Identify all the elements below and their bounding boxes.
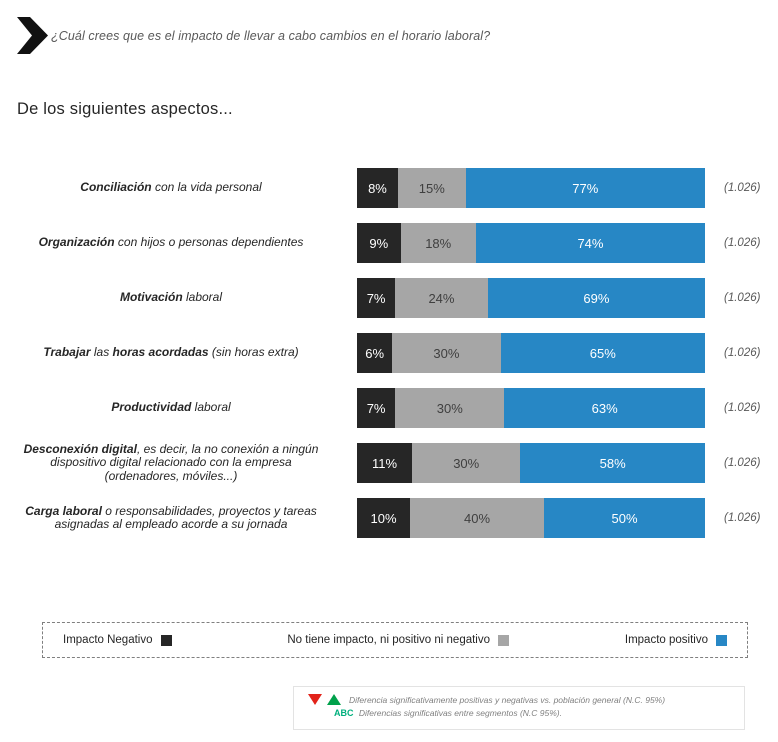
question-header: ¿Cuál crees que es el impacto de llevar … — [17, 17, 490, 54]
value-label: 65% — [589, 345, 616, 361]
bar-segment-positive: 65% — [500, 333, 705, 373]
value-label: 24% — [428, 290, 455, 306]
sample-size: (1.026) — [724, 182, 761, 194]
bar-group: 7% 24% 69% — [357, 278, 706, 318]
abc-marker: ABC — [334, 708, 354, 718]
category-label: Motivación laboral — [119, 290, 223, 305]
significance-notes: Diferencia significativamente positivas … — [293, 686, 745, 730]
legend-swatch-positive — [715, 634, 727, 646]
value-label: 18% — [425, 235, 452, 251]
legend-item-negative: Impacto Negativo — [63, 634, 172, 646]
sample-size: (1.026) — [724, 237, 761, 249]
sample-size: (1.026) — [724, 402, 761, 414]
value-label: 77% — [572, 180, 599, 196]
value-label: 40% — [464, 510, 491, 526]
value-label: 58% — [599, 455, 626, 471]
chart-row: Organización con hijos o personas depend… — [0, 223, 778, 263]
chart-row: Trabajar las horas acordadas (sin horas … — [0, 333, 778, 373]
category-label: Desconexión digital, es decir, la no con… — [23, 441, 319, 483]
bar-group: 6% 30% 65% — [357, 333, 705, 373]
bar-segment-positive: 77% — [465, 168, 705, 208]
value-label: 7% — [366, 400, 386, 416]
bar-segment-positive: 58% — [520, 443, 705, 483]
bar-segment-negative: 9% — [357, 223, 401, 263]
bar-segment-neutral: 15% — [397, 168, 466, 208]
bar-segment-negative: 6% — [357, 333, 393, 373]
triangle-down-icon — [308, 694, 322, 705]
bar-segment-neutral: 30% — [395, 388, 505, 428]
value-label: 30% — [433, 345, 460, 361]
bar-segment-neutral: 24% — [395, 278, 488, 318]
note-text-2: Diferencias significativas entre segment… — [356, 708, 562, 718]
category-label: Conciliación con la vida personal — [80, 180, 262, 195]
legend-label: Impacto Negativo — [63, 634, 153, 646]
legend-label: No tiene impacto, ni positivo ni negativ… — [287, 634, 491, 646]
sample-size: (1.026) — [724, 292, 761, 304]
legend-swatch-negative — [160, 634, 172, 646]
page-title: De los siguientes aspectos... — [17, 100, 233, 118]
bar-segment-negative: 7% — [357, 278, 396, 318]
chart-row: Desconexión digital, es decir, la no con… — [0, 441, 778, 483]
legend-item-positive: Impacto positivo — [625, 634, 727, 646]
category-label: Trabajar las horas acordadas (sin horas … — [43, 345, 299, 360]
bar-group: 11% 30% 58% — [357, 443, 705, 483]
bar-group: 8% 15% 77% — [357, 168, 705, 208]
value-label: 8% — [368, 180, 387, 196]
bar-segment-negative: 8% — [357, 168, 398, 208]
bar-segment-positive: 74% — [475, 223, 705, 263]
value-label: 7% — [366, 290, 386, 306]
bar-segment-neutral: 30% — [412, 443, 521, 483]
bar-group: 9% 18% 74% — [357, 223, 705, 263]
value-label: 63% — [591, 400, 618, 416]
stacked-bar-chart: Conciliación con la vida personal 8% 15%… — [0, 168, 778, 553]
legend-swatch-neutral — [498, 634, 510, 646]
value-label: 6% — [365, 345, 385, 361]
bar-segment-positive: 63% — [504, 388, 705, 428]
note-line-2: ABC Diferencias significativas entre seg… — [308, 708, 736, 718]
bar-segment-positive: 50% — [544, 498, 705, 538]
value-label: 30% — [453, 455, 480, 471]
chevron-right-icon — [17, 17, 48, 54]
chart-legend: Impacto Negativo No tiene impacto, ni po… — [42, 622, 748, 658]
category-label: Carga laboral o responsabilidades, proye… — [25, 503, 317, 531]
bar-segment-negative: 11% — [357, 443, 413, 483]
value-label: 50% — [611, 510, 638, 526]
note-line-1: Diferencia significativamente positivas … — [308, 694, 736, 705]
legend-item-neutral: No tiene impacto, ni positivo ni negativ… — [287, 634, 510, 646]
value-label: 9% — [369, 235, 389, 251]
question-text: ¿Cuál crees que es el impacto de llevar … — [51, 28, 491, 43]
sample-size: (1.026) — [724, 512, 761, 524]
chart-row: Motivación laboral 7% 24% 69% (1.026) — [0, 278, 778, 318]
chart-row: Conciliación con la vida personal 8% 15%… — [0, 168, 778, 208]
bar-segment-neutral: 30% — [392, 333, 501, 373]
value-label: 30% — [436, 400, 463, 416]
category-label: Productividad laboral — [111, 400, 231, 415]
bar-segment-neutral: 40% — [410, 498, 545, 538]
chart-row: Carga laboral o responsabilidades, proye… — [0, 498, 778, 538]
chart-row: Productividad laboral 7% 30% 63% (1.026) — [0, 388, 778, 428]
value-label: 69% — [583, 290, 610, 306]
bar-segment-negative: 10% — [357, 498, 411, 538]
bar-group: 7% 30% 63% — [357, 388, 705, 428]
bar-segment-positive: 69% — [487, 278, 706, 318]
category-label: Organización con hijos o personas depend… — [38, 235, 304, 250]
sample-size: (1.026) — [724, 457, 761, 469]
triangle-up-icon — [327, 694, 341, 705]
value-label: 74% — [577, 235, 604, 251]
value-label: 10% — [370, 510, 397, 526]
bar-segment-negative: 7% — [357, 388, 396, 428]
bar-group: 10% 40% 50% — [357, 498, 705, 538]
sample-size: (1.026) — [724, 347, 761, 359]
value-label: 11% — [372, 455, 398, 471]
note-text-1: Diferencia significativamente positivas … — [349, 694, 666, 705]
bar-segment-neutral: 18% — [400, 223, 476, 263]
legend-label: Impacto positivo — [624, 634, 708, 646]
value-label: 15% — [418, 180, 445, 196]
